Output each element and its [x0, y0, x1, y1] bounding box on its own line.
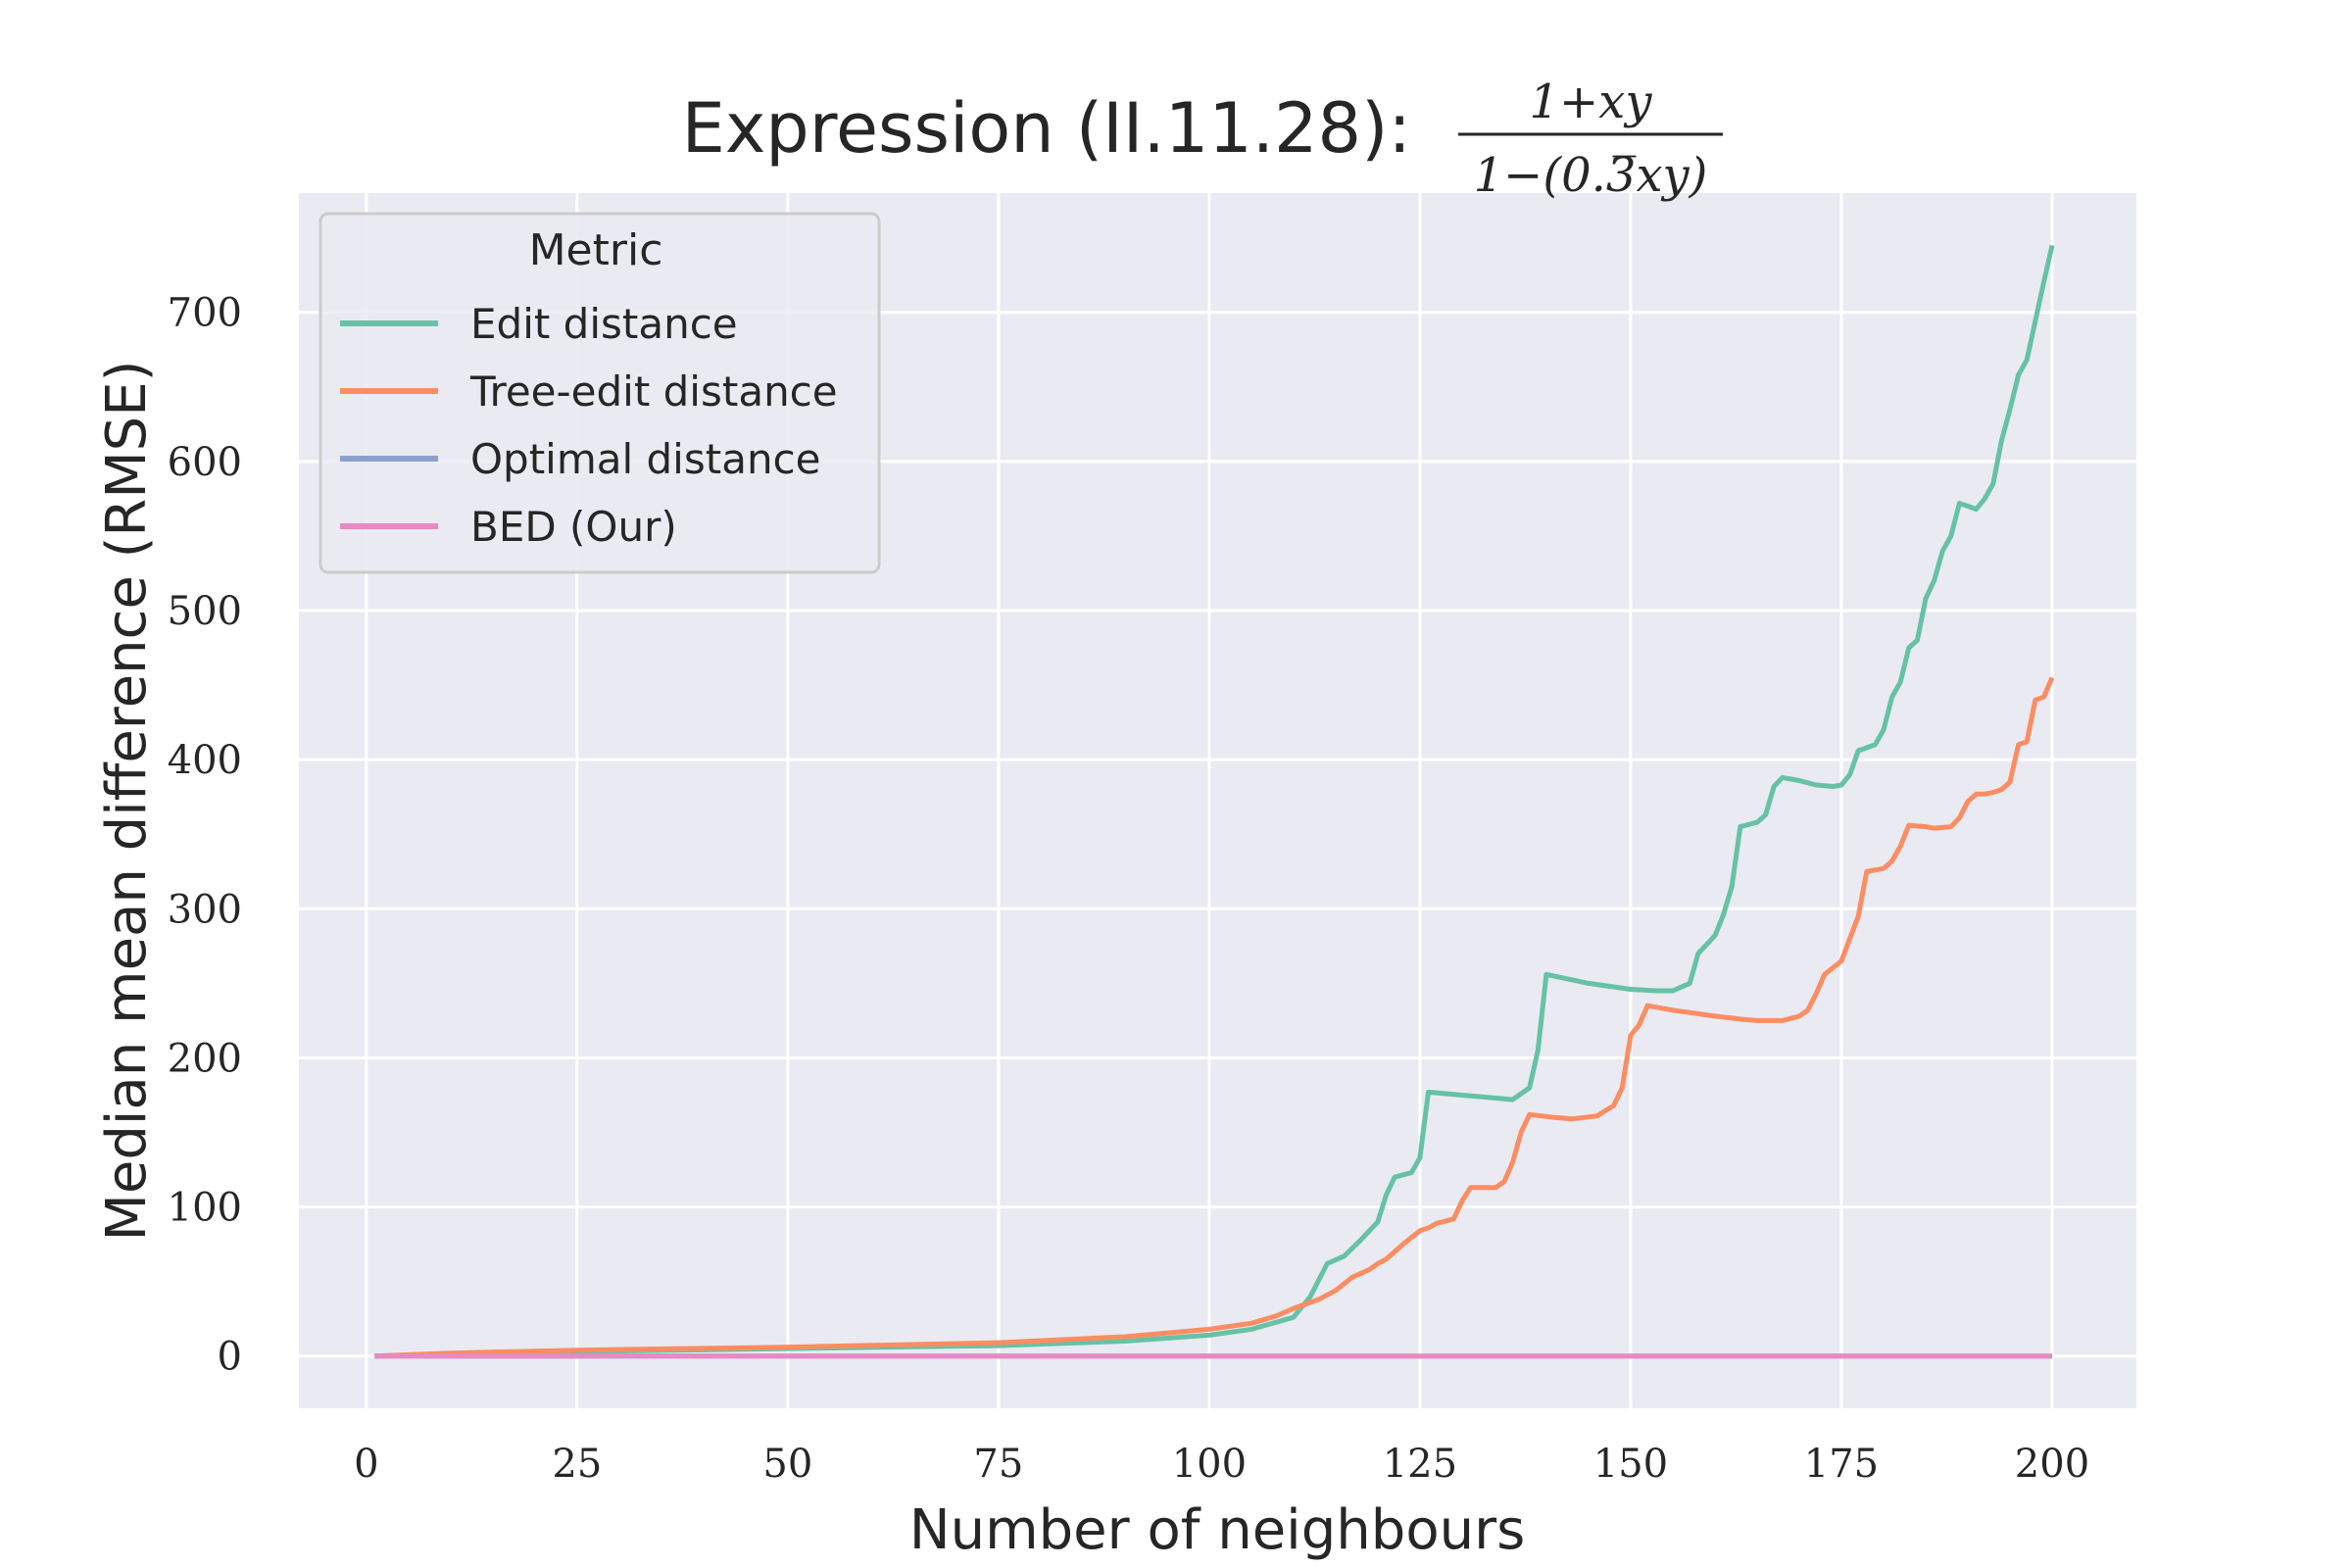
- x-tick-label: 0: [354, 1442, 378, 1487]
- legend-label-tree-edit-distance: Tree-edit distance: [469, 368, 838, 416]
- series-line-tree-edit-distance: [374, 676, 2055, 1359]
- x-tick-label: 75: [973, 1442, 1023, 1487]
- y-axis-label: Median mean difference (RMSE): [95, 361, 159, 1242]
- y-tick-label: 300: [168, 887, 242, 932]
- y-tick-label: 600: [168, 440, 242, 485]
- x-tick-label: 150: [1593, 1442, 1668, 1487]
- x-tick-label: 50: [762, 1442, 812, 1487]
- y-tick-label: 400: [168, 738, 242, 783]
- x-tick-label: 25: [552, 1442, 602, 1487]
- y-tick-labels: 0 100 200 300 400 500 600 700: [168, 291, 242, 1380]
- series-group: [374, 244, 2055, 1359]
- legend-entries: Edit distance Tree-edit distance Optimal d…: [340, 300, 838, 551]
- y-tick-label: 100: [168, 1186, 242, 1231]
- x-axis-label: Number of neighbours: [909, 1498, 1526, 1562]
- legend-label-bed-our: BED (Our): [470, 503, 677, 551]
- chart-title: Expression (II.11.28):: [682, 88, 1411, 169]
- y-tick-label: 200: [168, 1036, 242, 1081]
- x-tick-label: 125: [1383, 1442, 1457, 1487]
- x-tick-label: 200: [2015, 1442, 2089, 1487]
- legend: Metric Edit distance Tree-edit distance Op…: [318, 212, 881, 574]
- y-tick-label: 500: [168, 589, 242, 634]
- title-formula-denominator: 1−(0.3̅xy): [1474, 148, 1708, 203]
- x-tick-label: 100: [1172, 1442, 1247, 1487]
- series-line-edit-distance: [374, 244, 2055, 1359]
- legend-title: Metric: [529, 225, 663, 275]
- y-tick-label: 0: [218, 1335, 242, 1380]
- x-tick-labels: 0 25 50 75 100 125 150 175 200: [354, 1442, 2089, 1487]
- title-formula-numerator: 1+xy: [1530, 74, 1653, 129]
- x-tick-label: 175: [1804, 1442, 1879, 1487]
- legend-label-optimal-distance: Optimal distance: [470, 435, 821, 483]
- legend-box: [318, 212, 881, 574]
- y-tick-label: 700: [168, 291, 242, 336]
- legend-label-edit-distance: Edit distance: [470, 300, 738, 348]
